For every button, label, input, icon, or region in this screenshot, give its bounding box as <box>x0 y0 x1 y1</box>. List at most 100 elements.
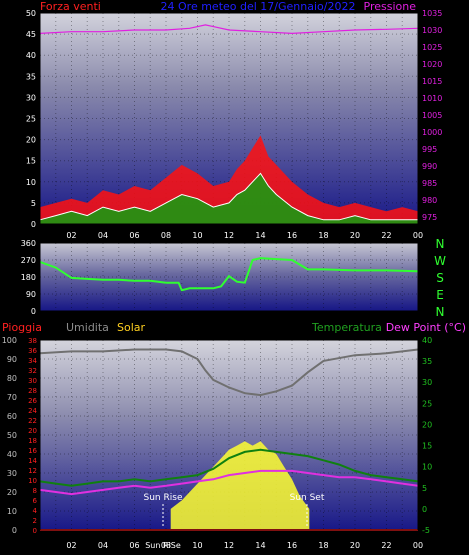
time-tick-label: 20 <box>350 231 360 240</box>
wind-average-area <box>40 173 418 224</box>
time-tick-label: 16 <box>287 541 297 550</box>
rain-tick-label: 0 <box>33 527 37 535</box>
humidity-axis-label: Umidita <box>66 321 109 334</box>
pressure-tick-label: 1020 <box>422 60 442 69</box>
time-tick-label: 02 <box>66 541 76 550</box>
temp-tick-label: 5 <box>422 484 427 493</box>
humidity-tick-label: 80 <box>7 374 17 383</box>
time-tick-label: 10 <box>192 231 202 240</box>
wind-direction-line <box>39 257 419 292</box>
sun-rise-axis-label: Sun RiSe <box>145 541 181 550</box>
pressure-tick-label: 985 <box>422 179 437 188</box>
temp-tick-label: 35 <box>422 357 432 366</box>
wind-tick-label: 35 <box>26 72 36 81</box>
compass-w: W <box>434 254 446 268</box>
wind-gust-area <box>40 135 418 224</box>
pressure-tick-label: 1000 <box>422 128 442 137</box>
humidity-tick-label: 100 <box>2 336 17 345</box>
humidity-tick-label: 50 <box>7 431 17 440</box>
pressure-tick-label: 1030 <box>422 26 442 35</box>
wind-average-line <box>39 172 418 221</box>
wind-tick-label: 40 <box>26 51 36 60</box>
direction-tick-label: 360 <box>21 239 36 248</box>
solar-area <box>170 441 310 530</box>
chart-title: 24 Ore meteo del 17/Gennaio/2022 <box>161 0 356 13</box>
rain-tick-label: 34 <box>28 357 37 365</box>
time-tick-label: 14 <box>255 231 265 240</box>
time-tick-label: 02 <box>66 231 76 240</box>
sun-rise-label: Sun Rise <box>144 493 183 503</box>
humidity-tick-label: 60 <box>7 412 17 421</box>
time-tick-label: 00 <box>413 231 423 240</box>
pressure-tick-label: 1015 <box>422 77 442 86</box>
humidity-line <box>39 348 419 397</box>
pressure-line <box>39 24 419 35</box>
rain-tick-label: 36 <box>28 347 37 355</box>
temp-tick-label: 20 <box>422 420 432 429</box>
rain-tick-label: 12 <box>28 467 37 475</box>
temp-tick-label: 15 <box>422 442 432 451</box>
wind-tick-label: 10 <box>26 178 36 187</box>
rain-tick-label: 16 <box>28 447 37 455</box>
pressure-tick-label: 1010 <box>422 94 442 103</box>
time-tick-label: 16 <box>287 231 297 240</box>
time-tick-label: 14 <box>255 541 265 550</box>
direction-tick-label: 180 <box>21 273 36 282</box>
humidity-tick-label: 40 <box>7 450 17 459</box>
temp-tick-label: -5 <box>422 526 430 535</box>
rain-tick-label: 28 <box>28 387 37 395</box>
direction-tick-label: 90 <box>26 290 36 299</box>
rain-tick-label: 2 <box>33 517 37 525</box>
temp-tick-label: 25 <box>422 399 432 408</box>
solar-axis-label: Solar <box>117 321 146 334</box>
compass-labels: N W S E N <box>434 237 446 319</box>
pressure-tick-label: 975 <box>422 213 437 222</box>
rain-tick-label: 14 <box>28 457 37 465</box>
time-tick-label: 12 <box>224 541 234 550</box>
time-tick-label: 20 <box>350 541 360 550</box>
temp-tick-label: 0 <box>422 505 427 514</box>
wind-tick-label: 50 <box>26 9 36 18</box>
rain-tick-label: 20 <box>28 427 37 435</box>
rain-tick-label: 38 <box>28 337 37 345</box>
direction-tick-label: 0 <box>31 307 36 316</box>
rain-tick-label: 24 <box>28 407 37 415</box>
time-tick-label: 08 <box>161 541 171 550</box>
wind-tick-label: 45 <box>26 30 36 39</box>
humidity-tick-label: 0 <box>12 526 17 535</box>
rain-tick-label: 8 <box>33 487 37 495</box>
wind-tick-label: 0 <box>31 220 36 229</box>
rain-tick-label: 26 <box>28 397 37 405</box>
pressure-tick-label: 1035 <box>422 9 442 18</box>
time-tick-label: 18 <box>318 541 328 550</box>
sun-set-label: Sun Set <box>290 493 325 503</box>
humidity-tick-label: 70 <box>7 393 17 402</box>
temp-tick-label: 10 <box>422 463 432 472</box>
time-tick-label: 00 <box>413 541 423 550</box>
wind-tick-label: 25 <box>26 115 36 124</box>
rain-tick-label: 6 <box>33 497 38 505</box>
pressure-tick-label: 990 <box>422 162 437 171</box>
pressure-tick-label: 1025 <box>422 43 442 52</box>
humidity-tick-label: 10 <box>7 507 17 516</box>
dewpoint-line <box>39 469 419 496</box>
wind-axis-label: Forza venti <box>40 0 101 13</box>
rain-tick-label: 22 <box>28 417 37 425</box>
wind-tick-label: 30 <box>26 93 36 102</box>
rain-axis-label: Pioggia <box>2 321 42 334</box>
compass-e: E <box>436 288 444 302</box>
pressure-tick-label: 995 <box>422 145 437 154</box>
wind-tick-label: 15 <box>26 157 36 166</box>
temp-tick-label: 30 <box>422 378 432 387</box>
time-tick-label: 06 <box>129 231 139 240</box>
pressure-axis-label: Pressione <box>364 0 417 13</box>
wind-tick-label: 5 <box>31 199 36 208</box>
time-tick-label: 04 <box>98 541 108 550</box>
rain-tick-label: 4 <box>33 507 38 515</box>
time-tick-label: 06 <box>129 541 139 550</box>
time-tick-label: 04 <box>98 231 108 240</box>
humidity-tick-label: 20 <box>7 488 17 497</box>
wind-tick-label: 20 <box>26 136 36 145</box>
compass-n-bottom: N <box>436 305 445 319</box>
